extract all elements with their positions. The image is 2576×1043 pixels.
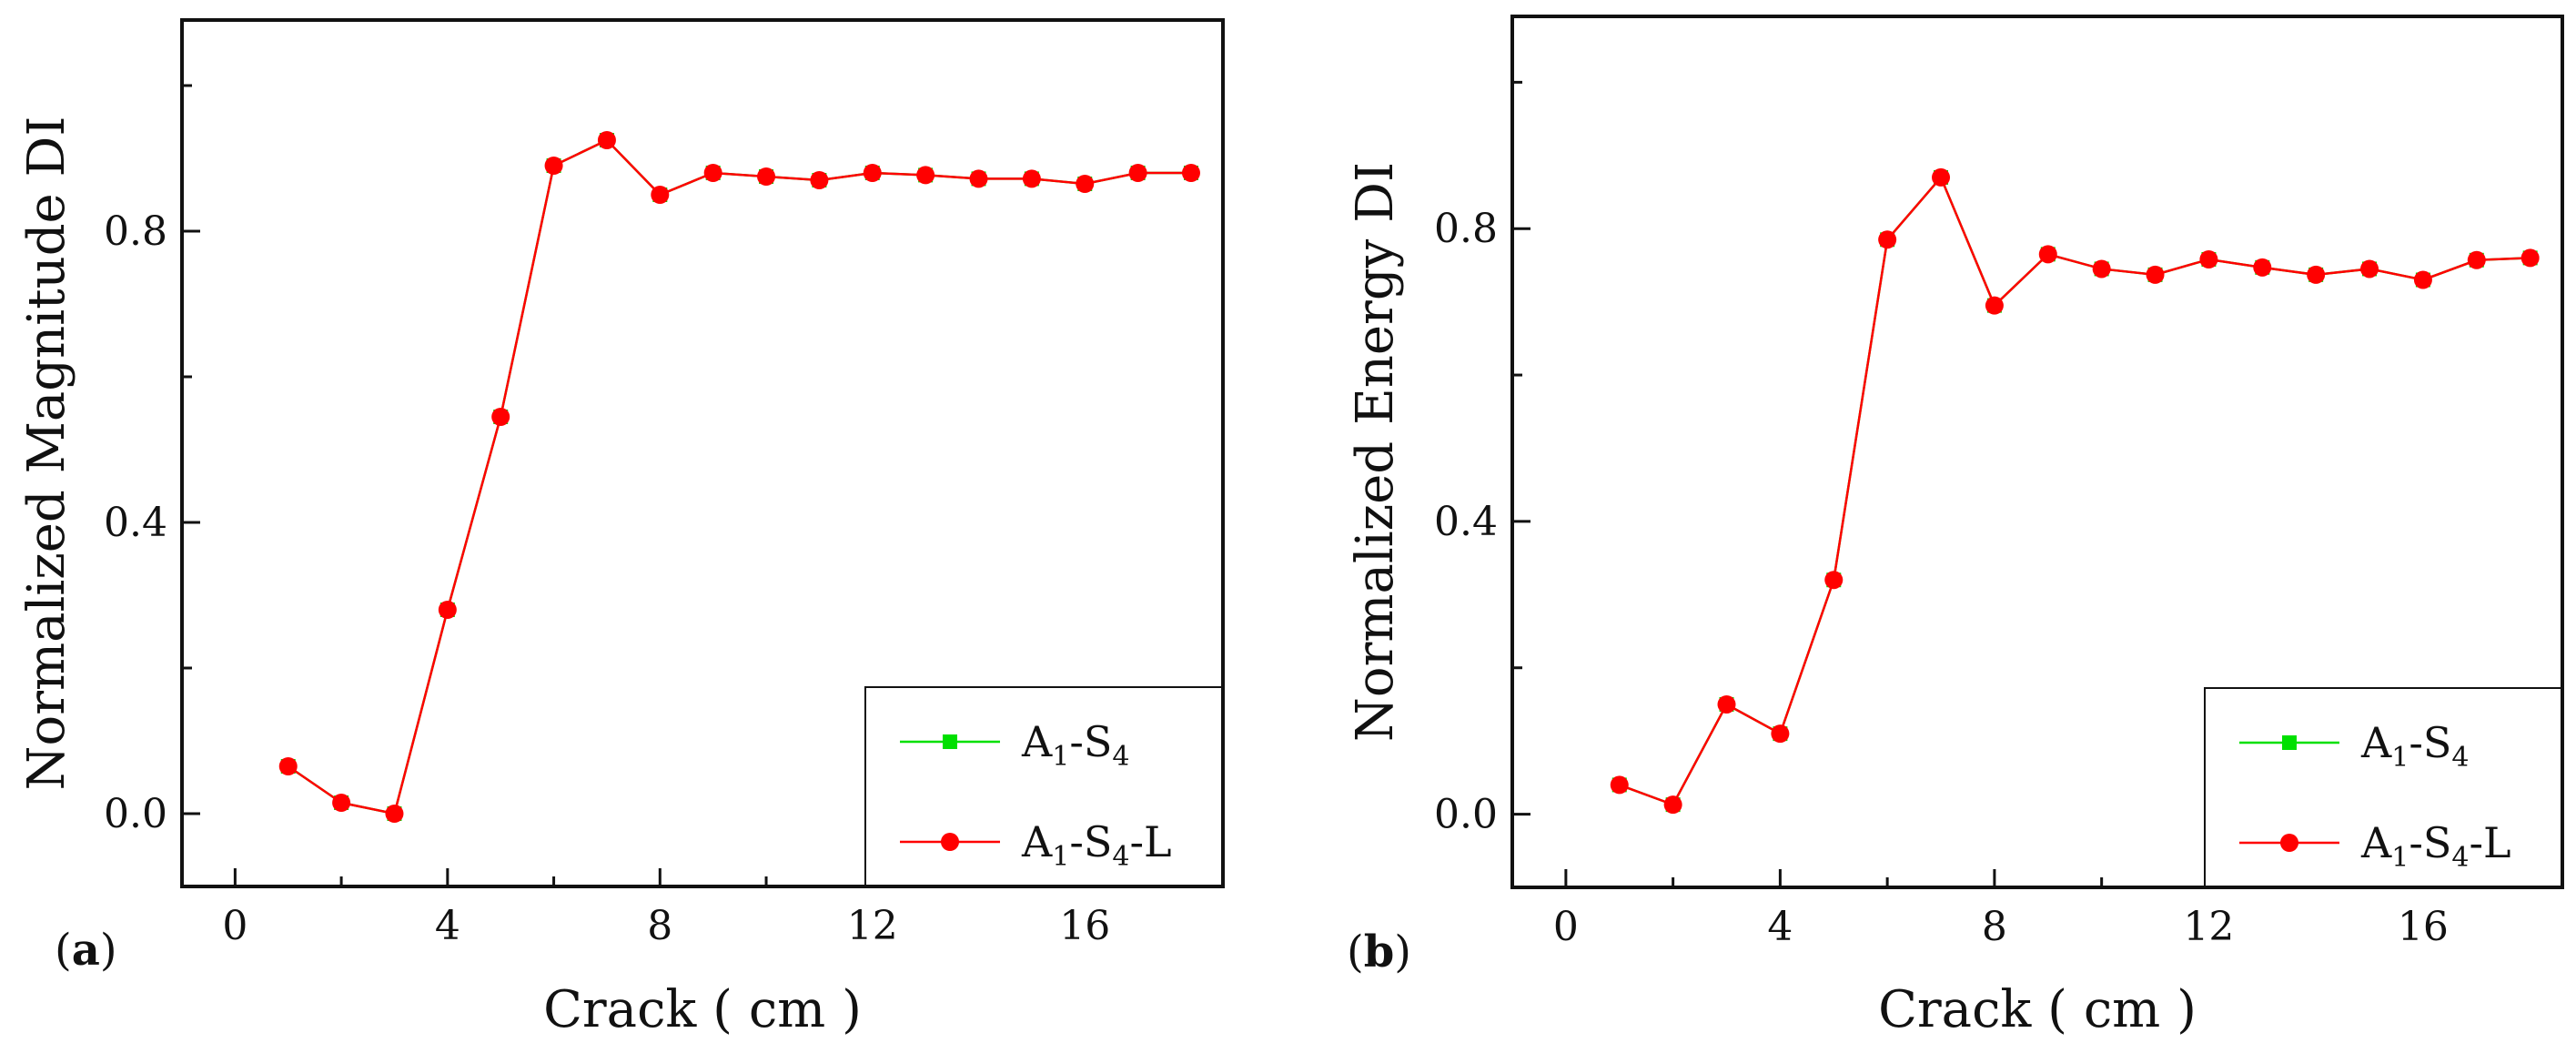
data-point-2 <box>2146 265 2165 284</box>
legend-label-sub: 1 <box>2391 742 2409 774</box>
y-tick-label: 0.8 <box>104 208 167 255</box>
data-point-2 <box>1771 724 1790 744</box>
data-point-2 <box>1128 164 1147 182</box>
legend-label: A1-S4-L <box>2360 818 2511 874</box>
legend-label-sub: 1 <box>2391 842 2409 874</box>
x-tick-label: 0 <box>1553 904 1579 950</box>
legend-swatch-marker <box>941 833 959 851</box>
data-point-2 <box>757 167 776 186</box>
y-tick-label: 0.4 <box>104 500 167 546</box>
series-line-2 <box>1619 175 2531 806</box>
x-tick-label: 16 <box>2398 904 2449 950</box>
legend-label: A1-S4-L <box>1021 817 1172 873</box>
data-point-2 <box>1878 230 1897 249</box>
data-point-2 <box>1824 571 1844 590</box>
legend-label-base: A <box>1021 717 1053 766</box>
x-axis-label: Crack ( cm ) <box>1878 980 2197 1039</box>
legend-label-sub: 4 <box>2451 842 2469 874</box>
data-point-2 <box>2413 270 2432 289</box>
panel-a-chart: 0 4 8 12 16 0.0 0.4 0.8 Crack ( cm ) Normalized M… <box>17 18 1225 1039</box>
data-point-2 <box>916 166 935 185</box>
panel-label-open: ( <box>55 925 72 976</box>
x-tick-label: 12 <box>2183 904 2234 950</box>
x-tick-label: 8 <box>647 903 672 949</box>
data-point-2 <box>1022 169 1041 188</box>
data-point-2 <box>1985 296 2004 315</box>
data-point-2 <box>385 805 404 823</box>
legend-label-suffix: -L <box>2469 818 2510 867</box>
legend-swatch-marker <box>2280 834 2298 852</box>
x-axis-label: Crack ( cm ) <box>543 980 862 1039</box>
y-tick-label: 0.4 <box>1434 499 1498 545</box>
legend-label-sub: 1 <box>1052 841 1069 873</box>
data-point-2 <box>597 131 616 149</box>
panel-label: (b) <box>1347 927 1411 977</box>
panel-label-letter: a <box>72 925 100 976</box>
x-tick-label: 8 <box>1982 904 2007 950</box>
legend-label-mid: -S <box>1069 817 1112 866</box>
x-tick-label: 12 <box>847 903 898 949</box>
data-point-2 <box>1610 775 1629 795</box>
data-point-2 <box>651 186 670 204</box>
x-tick-label: 0 <box>222 903 247 949</box>
legend-swatch-marker <box>2282 735 2297 750</box>
legend-label: A1-S4 <box>2360 718 2469 774</box>
data-point-2 <box>969 169 988 188</box>
panel-b-chart: 0 4 8 12 16 0.0 0.4 0.8 Crack ( cm ) Normalized E… <box>1346 15 2564 1039</box>
data-point-2 <box>1181 164 1200 182</box>
data-point-2 <box>863 164 882 182</box>
legend-label-suffix: -L <box>1129 817 1171 866</box>
legend-label-sub: 4 <box>1112 741 1129 773</box>
data-point-2 <box>544 157 563 175</box>
data-point-2 <box>1932 167 1951 187</box>
legend-label-mid: -S <box>2409 718 2451 767</box>
data-point-2 <box>2038 245 2057 264</box>
legend-swatch-marker <box>943 734 957 749</box>
y-tick-label: 0.0 <box>104 791 167 837</box>
panel-label-letter: b <box>1364 927 1395 977</box>
data-point-2 <box>2199 249 2218 268</box>
data-point-2 <box>2360 259 2379 278</box>
y-tick-label: 0.0 <box>1434 792 1498 838</box>
y-axis-label: Normalized Energy DI <box>1346 162 1405 742</box>
legend-label-mid: -S <box>2409 818 2451 867</box>
legend-box <box>2204 687 2562 887</box>
data-point-2 <box>438 601 457 619</box>
plot-frame <box>1510 15 2564 889</box>
data-point-2 <box>1663 795 1682 815</box>
legend-label-base: A <box>1021 817 1053 866</box>
x-tick-label: 4 <box>1767 904 1793 950</box>
legend-label-sub: 4 <box>2451 742 2469 774</box>
data-point-2 <box>1076 175 1095 193</box>
x-tick-label: 16 <box>1059 903 1110 949</box>
legend-label-sub: 1 <box>1052 741 1069 773</box>
data-point-2 <box>2307 265 2326 284</box>
x-tick-label: 4 <box>435 903 460 949</box>
legend-label-base: A <box>2360 718 2392 767</box>
data-point-2 <box>703 164 722 182</box>
legend-label-base: A <box>2360 818 2392 867</box>
data-point-2 <box>332 794 351 812</box>
legend-label: A1-S4 <box>1021 717 1129 773</box>
data-point-2 <box>2092 259 2111 278</box>
data-point-2 <box>278 757 298 775</box>
data-point-2 <box>491 408 510 426</box>
panel-label-close: ) <box>100 925 117 976</box>
data-point-2 <box>2253 258 2272 277</box>
y-tick-label: 0.8 <box>1434 206 1498 252</box>
legend-label-mid: -S <box>1069 717 1112 766</box>
data-point-2 <box>1717 694 1736 714</box>
y-axis-label: Normalized Magnitude DI <box>17 116 76 790</box>
plot-frame <box>180 18 1225 888</box>
panel-label-open: ( <box>1347 927 1364 977</box>
panel-label: (a) <box>55 925 117 976</box>
legend-box <box>864 686 1223 886</box>
data-point-2 <box>810 171 829 189</box>
data-point-2 <box>2520 248 2540 268</box>
legend-label-sub: 4 <box>1112 841 1129 873</box>
panel-label-close: ) <box>1394 927 1411 977</box>
data-point-2 <box>2467 250 2486 269</box>
